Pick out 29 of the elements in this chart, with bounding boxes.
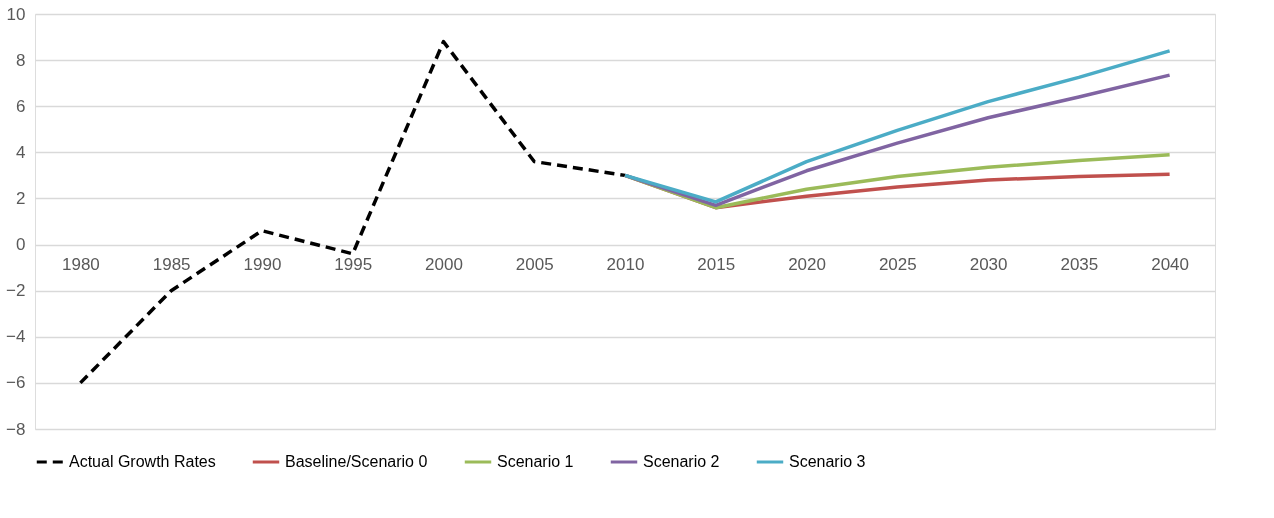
y-tick-label: 6 [16, 96, 26, 116]
y-tick-label: 8 [16, 50, 26, 70]
y-tick-label: 4 [16, 142, 26, 162]
x-tick-label: 2000 [425, 255, 463, 275]
x-tick-label: 2030 [969, 255, 1008, 275]
x-tick-label: 1990 [243, 255, 282, 275]
x-tick-label: 2040 [1151, 255, 1190, 275]
legend-label: Scenario 3 [789, 453, 866, 470]
x-tick-label: 1985 [152, 255, 191, 275]
y-tick-label: −6 [6, 373, 26, 393]
y-tick-label: −8 [6, 419, 26, 439]
x-tick-label: 1995 [334, 255, 373, 275]
x-tick-label: 2020 [788, 255, 826, 275]
x-tick-label: 2025 [878, 255, 917, 275]
legend-label: Scenario 1 [497, 453, 574, 470]
x-tick-label: 2035 [1060, 255, 1099, 275]
y-tick-label: 0 [16, 235, 26, 255]
x-tick-label: 2010 [606, 255, 645, 275]
line-series [623, 49, 1172, 204]
y-tick-label: −2 [6, 281, 26, 301]
x-tick-label: 1980 [61, 255, 100, 275]
y-tick-label: 2 [16, 188, 26, 208]
x-tick-label: 2015 [697, 255, 736, 275]
y-tick-label: −4 [6, 327, 26, 347]
x-tick-label: 2005 [515, 255, 554, 275]
legend-label: Scenario 2 [643, 453, 720, 470]
legend-label: Actual Growth Rates [69, 453, 216, 470]
y-tick-label: 10 [6, 4, 26, 24]
legend-label: Baseline/Scenario 0 [285, 453, 428, 470]
